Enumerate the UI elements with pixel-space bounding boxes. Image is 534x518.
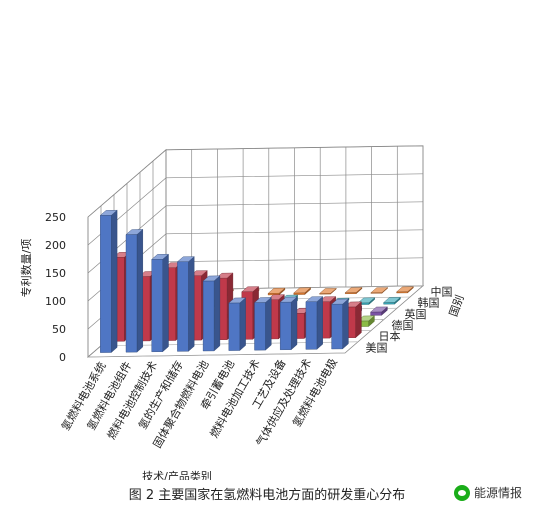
bar	[100, 215, 112, 353]
chart-plot: 050100150200250专利数量/项美国日本德国英国韩国中国国别氢燃料电池…	[19, 145, 467, 480]
series-label: 德国	[392, 318, 414, 332]
wechat-icon	[453, 484, 470, 501]
bar-top	[253, 297, 272, 303]
bar-top	[266, 294, 285, 301]
watermark: 能源情报	[453, 484, 522, 501]
bar-top	[344, 287, 363, 293]
figure-caption: 图 2 主要国家在氢燃料电池方面的研发重心分布	[128, 488, 406, 503]
y-tick-label: 50	[52, 323, 66, 336]
series-label: 美国	[366, 341, 388, 354]
series-label: 中国	[431, 285, 453, 298]
bar-side	[111, 209, 118, 353]
bar	[280, 301, 292, 351]
bar	[305, 301, 318, 350]
bar	[177, 261, 189, 352]
bar-top	[383, 297, 401, 303]
series-label: 韩国	[418, 296, 440, 310]
bar	[151, 259, 163, 353]
x-axis-label: 技术/产品类别	[142, 469, 212, 480]
series-label: 英国	[405, 307, 427, 321]
bar-top	[331, 298, 349, 305]
bar-top	[279, 296, 298, 303]
bar-top	[202, 275, 221, 282]
bar	[331, 303, 343, 350]
y-axis-label: 专利数量/项	[19, 239, 33, 298]
bar-top	[125, 229, 144, 235]
bar-side	[316, 296, 323, 350]
bar-side	[291, 296, 298, 351]
bar	[125, 234, 138, 353]
bar-top	[99, 209, 118, 216]
watermark-text: 能源情报	[473, 486, 522, 500]
y-tick-label: 200	[45, 239, 66, 252]
bar	[370, 311, 382, 316]
bar-top	[370, 287, 389, 294]
bar-side	[162, 253, 169, 353]
bar-top	[357, 297, 376, 304]
floor-gridline	[87, 352, 346, 358]
y-tick-label: 250	[45, 211, 66, 224]
bar	[254, 302, 266, 351]
bar-top	[293, 287, 312, 294]
bar-top	[267, 287, 286, 294]
bar-side	[239, 297, 246, 351]
bar-top	[370, 306, 388, 313]
bar-side	[265, 296, 272, 351]
bar-side	[355, 301, 362, 339]
bar	[228, 302, 241, 351]
bar-top	[396, 286, 414, 293]
bar-side	[188, 256, 195, 352]
bar-top	[318, 288, 337, 294]
series-label: 日本	[379, 329, 401, 343]
y-tick-label: 100	[45, 295, 66, 308]
bar-top	[151, 253, 170, 260]
bar-top	[176, 256, 195, 263]
y-tick-label: 150	[45, 267, 66, 280]
bar-side	[213, 275, 221, 352]
bar-top	[241, 286, 260, 293]
bar-top	[305, 296, 324, 303]
bar-side	[136, 228, 144, 353]
bar-side	[342, 298, 349, 350]
bar-top	[215, 272, 234, 279]
y-tick-label: 0	[59, 351, 66, 364]
bar-top	[228, 297, 247, 304]
bar	[202, 280, 215, 352]
